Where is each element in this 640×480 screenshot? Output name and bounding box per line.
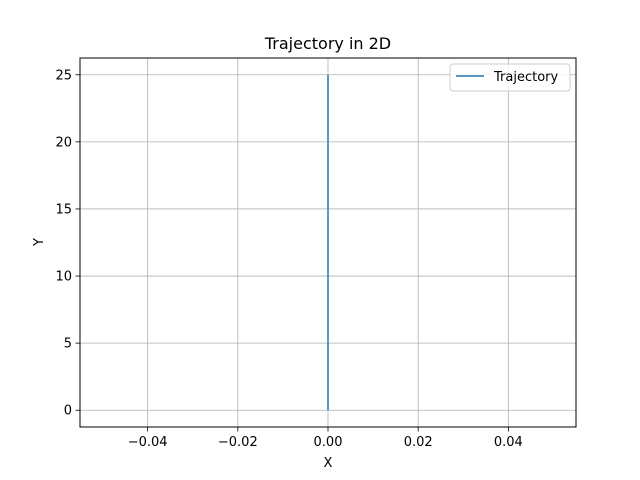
x-tick-label: −0.04 (128, 435, 168, 450)
x-tick-label: 0.04 (494, 435, 523, 450)
y-tick-label: 10 (55, 270, 72, 285)
y-tick-label: 15 (55, 202, 72, 217)
y-tick-label: 5 (64, 337, 72, 352)
chart-title: Trajectory in 2D (264, 34, 391, 53)
x-axis: −0.04 −0.02 0.00 0.02 0.04 (128, 427, 523, 450)
y-axis: 0 5 10 15 20 25 (55, 68, 80, 419)
x-tick-label: −0.02 (218, 435, 258, 450)
y-axis-label: Y (32, 238, 47, 247)
legend: Trajectory (449, 63, 571, 92)
y-tick-label: 20 (55, 135, 72, 150)
legend-box (449, 63, 571, 92)
x-tick-label: 0.00 (314, 435, 343, 450)
y-tick-label: 25 (55, 68, 72, 83)
legend-label: Trajectory (493, 70, 558, 85)
y-tick-label: 0 (64, 404, 72, 419)
x-tick-label: 0.02 (404, 435, 433, 450)
x-axis-label: X (324, 456, 333, 471)
